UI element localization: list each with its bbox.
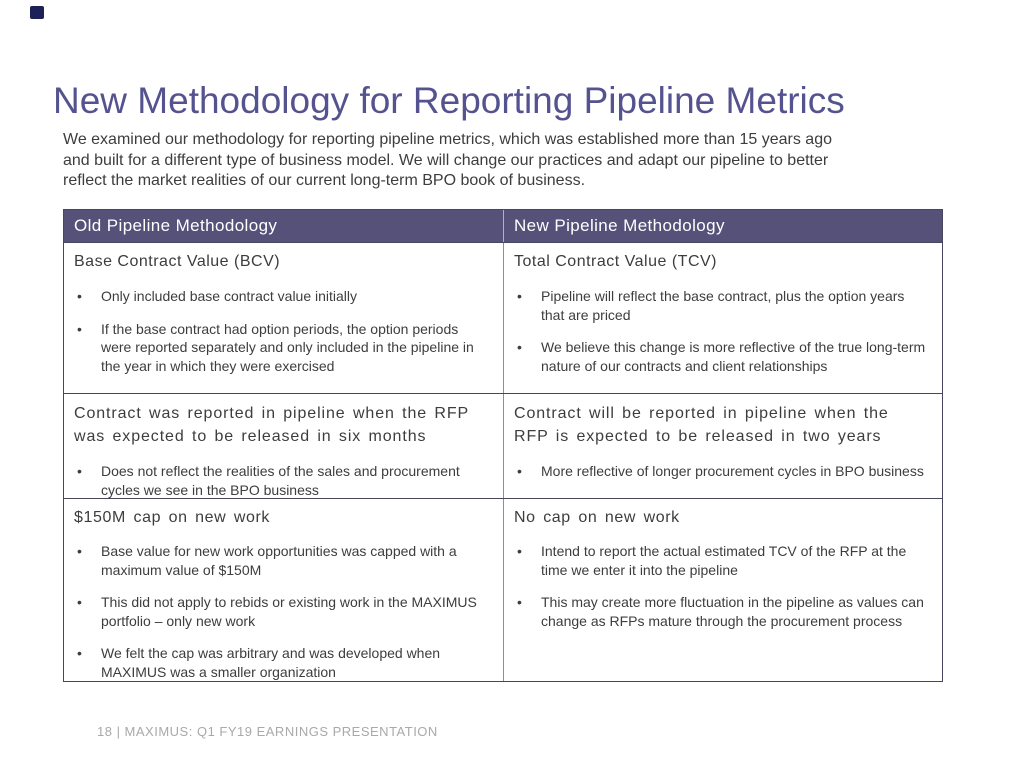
list-item: • Base value for new work opportunities … <box>74 542 491 579</box>
bullet-list: • More reflective of longer procurement … <box>514 462 930 481</box>
intro-line: reflect the market realities of our curr… <box>63 172 586 189</box>
slide-footer-page-label: 18 | MAXIMUS: Q1 FY19 EARNINGS PRESENTAT… <box>97 724 438 739</box>
list-item: • If the base contract had option period… <box>74 320 491 376</box>
cell-heading: Contract will be reported in pipeline wh… <box>514 405 889 445</box>
bullet-text: This did not apply to rebids or existing… <box>101 594 477 629</box>
slide-corner-logo-mark <box>30 6 44 19</box>
list-item: • More reflective of longer procurement … <box>514 462 930 481</box>
table-row: Contract was reported in pipeline when t… <box>64 393 942 498</box>
list-item: • Does not reflect the realities of the … <box>74 462 491 498</box>
bullet-list: • Intend to report the actual estimated … <box>514 542 930 630</box>
list-item: • Intend to report the actual estimated … <box>514 542 930 579</box>
bullet-icon: • <box>77 594 82 610</box>
bullet-icon: • <box>77 288 82 304</box>
cell-new-tcv: Total Contract Value (TCV) • Pipeline wi… <box>503 243 942 393</box>
cell-old-rfp-timing: Contract was reported in pipeline when t… <box>64 394 503 498</box>
bullet-text: More reflective of longer procurement cy… <box>541 463 924 479</box>
page-title: New Methodology for Reporting Pipeline M… <box>53 79 845 121</box>
cell-old-cap: $150M cap on new work • Base value for n… <box>64 499 503 681</box>
table-row: $150M cap on new work • Base value for n… <box>64 498 942 681</box>
intro-paragraph: We examined our methodology for reportin… <box>63 130 983 192</box>
bullet-list: • Pipeline will reflect the base contrac… <box>514 287 930 375</box>
column-header-old-methodology: Old Pipeline Methodology <box>74 216 278 235</box>
bullet-text: Intend to report the actual estimated TC… <box>541 543 907 578</box>
list-item: • Pipeline will reflect the base contrac… <box>514 287 930 324</box>
bullet-icon: • <box>517 339 522 355</box>
bullet-icon: • <box>517 463 522 479</box>
list-item: • This did not apply to rebids or existi… <box>74 593 491 630</box>
cell-heading: Total Contract Value (TCV) <box>514 253 717 270</box>
cell-new-no-cap: No cap on new work • Intend to report th… <box>503 499 942 681</box>
bullet-icon: • <box>77 543 82 559</box>
intro-line: and built for a different type of busine… <box>63 151 829 169</box>
bullet-list: • Base value for new work opportunities … <box>74 542 491 681</box>
bullet-text: If the base contract had option periods,… <box>101 320 474 374</box>
bullet-icon: • <box>517 288 522 304</box>
bullet-icon: • <box>77 645 82 661</box>
list-item: • Only included base contract value init… <box>74 287 491 306</box>
methodology-comparison-table: Old Pipeline Methodology New Pipeline Me… <box>63 209 943 682</box>
table-header-row: Old Pipeline Methodology New Pipeline Me… <box>64 210 942 242</box>
bullet-icon: • <box>77 463 82 479</box>
cell-heading: $150M cap on new work <box>74 509 271 526</box>
bullet-list: • Does not reflect the realities of the … <box>74 462 491 498</box>
list-item: • This may create more fluctuation in th… <box>514 593 930 630</box>
cell-heading: Contract was reported in pipeline when t… <box>74 405 469 445</box>
cell-heading: No cap on new work <box>514 509 680 526</box>
cell-old-bcv: Base Contract Value (BCV) • Only include… <box>64 243 503 393</box>
bullet-text: Only included base contract value initia… <box>101 288 358 304</box>
cell-heading: Base Contract Value (BCV) <box>74 253 281 270</box>
bullet-text: We felt the cap was arbitrary and was de… <box>101 645 441 680</box>
cell-new-rfp-timing: Contract will be reported in pipeline wh… <box>503 394 942 498</box>
bullet-list: • Only included base contract value init… <box>74 287 491 375</box>
table-row: Base Contract Value (BCV) • Only include… <box>64 242 942 393</box>
bullet-text: Base value for new work opportunities wa… <box>101 543 457 578</box>
bullet-text: Pipeline will reflect the base contract,… <box>541 288 905 323</box>
list-item: • We believe this change is more reflect… <box>514 338 930 375</box>
column-header-new-methodology: New Pipeline Methodology <box>503 210 942 242</box>
bullet-icon: • <box>517 594 522 610</box>
bullet-icon: • <box>77 320 82 337</box>
bullet-text: We believe this change is more reflectiv… <box>541 339 926 374</box>
bullet-text: This may create more fluctuation in the … <box>541 594 924 629</box>
bullet-icon: • <box>517 543 522 559</box>
intro-line: We examined our methodology for reportin… <box>63 131 832 148</box>
list-item: • We felt the cap was arbitrary and was … <box>74 644 491 681</box>
bullet-text: Does not reflect the realities of the sa… <box>101 463 460 498</box>
